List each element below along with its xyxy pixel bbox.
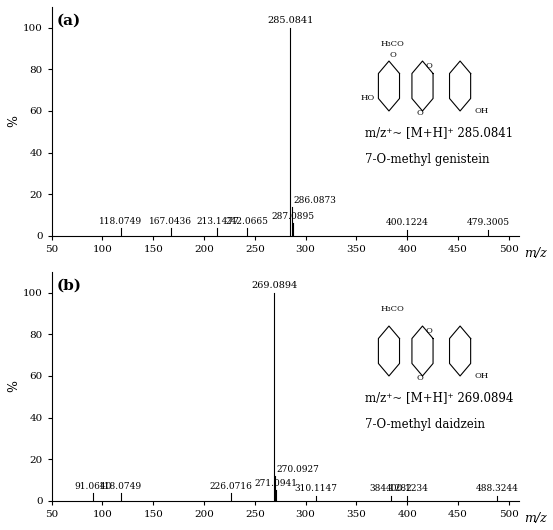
Text: 7-O-methyl genistein: 7-O-methyl genistein	[365, 153, 489, 166]
Text: 310.1147: 310.1147	[294, 484, 337, 493]
Text: 287.0895: 287.0895	[271, 212, 314, 221]
Text: O: O	[425, 327, 432, 335]
Text: m/z⁺~ [M+H]⁺ 269.0894: m/z⁺~ [M+H]⁺ 269.0894	[365, 391, 513, 404]
Text: 286.0873: 286.0873	[293, 196, 336, 205]
Text: 226.0716: 226.0716	[209, 482, 252, 491]
Text: 118.0749: 118.0749	[99, 482, 142, 491]
Text: O: O	[389, 51, 396, 59]
Text: O: O	[425, 62, 432, 70]
Text: (a): (a)	[56, 14, 81, 28]
Text: H₃CO: H₃CO	[380, 40, 405, 48]
Y-axis label: %: %	[7, 381, 20, 392]
Text: 213.1477: 213.1477	[196, 217, 239, 226]
Text: 270.0927: 270.0927	[277, 465, 320, 474]
Text: 242.0665: 242.0665	[225, 217, 268, 226]
Text: HO: HO	[361, 94, 375, 102]
Text: 400.1234: 400.1234	[386, 484, 429, 493]
Text: 167.0436: 167.0436	[149, 217, 192, 226]
Text: m/z⁺~ [M+H]⁺ 285.0841: m/z⁺~ [M+H]⁺ 285.0841	[365, 126, 513, 139]
Text: OH: OH	[474, 372, 488, 380]
Text: OH: OH	[474, 107, 488, 115]
Text: 269.0894: 269.0894	[251, 280, 298, 289]
Text: 384.1282: 384.1282	[370, 484, 413, 493]
Text: (b): (b)	[56, 279, 81, 293]
Text: O: O	[416, 375, 424, 383]
Text: 271.0941: 271.0941	[255, 479, 298, 488]
Y-axis label: %: %	[7, 116, 20, 127]
Text: 118.0749: 118.0749	[99, 217, 142, 226]
Text: 479.3005: 479.3005	[466, 218, 509, 227]
Text: 91.0640: 91.0640	[75, 482, 112, 491]
Text: m/z: m/z	[524, 512, 546, 525]
Text: 488.3244: 488.3244	[476, 484, 518, 493]
Text: H₃CO: H₃CO	[380, 305, 405, 313]
Text: 400.1224: 400.1224	[386, 218, 429, 227]
Text: O: O	[416, 110, 424, 118]
Text: 285.0841: 285.0841	[267, 15, 314, 24]
Text: 7-O-methyl daidzein: 7-O-methyl daidzein	[365, 418, 485, 431]
Text: m/z: m/z	[524, 247, 546, 260]
